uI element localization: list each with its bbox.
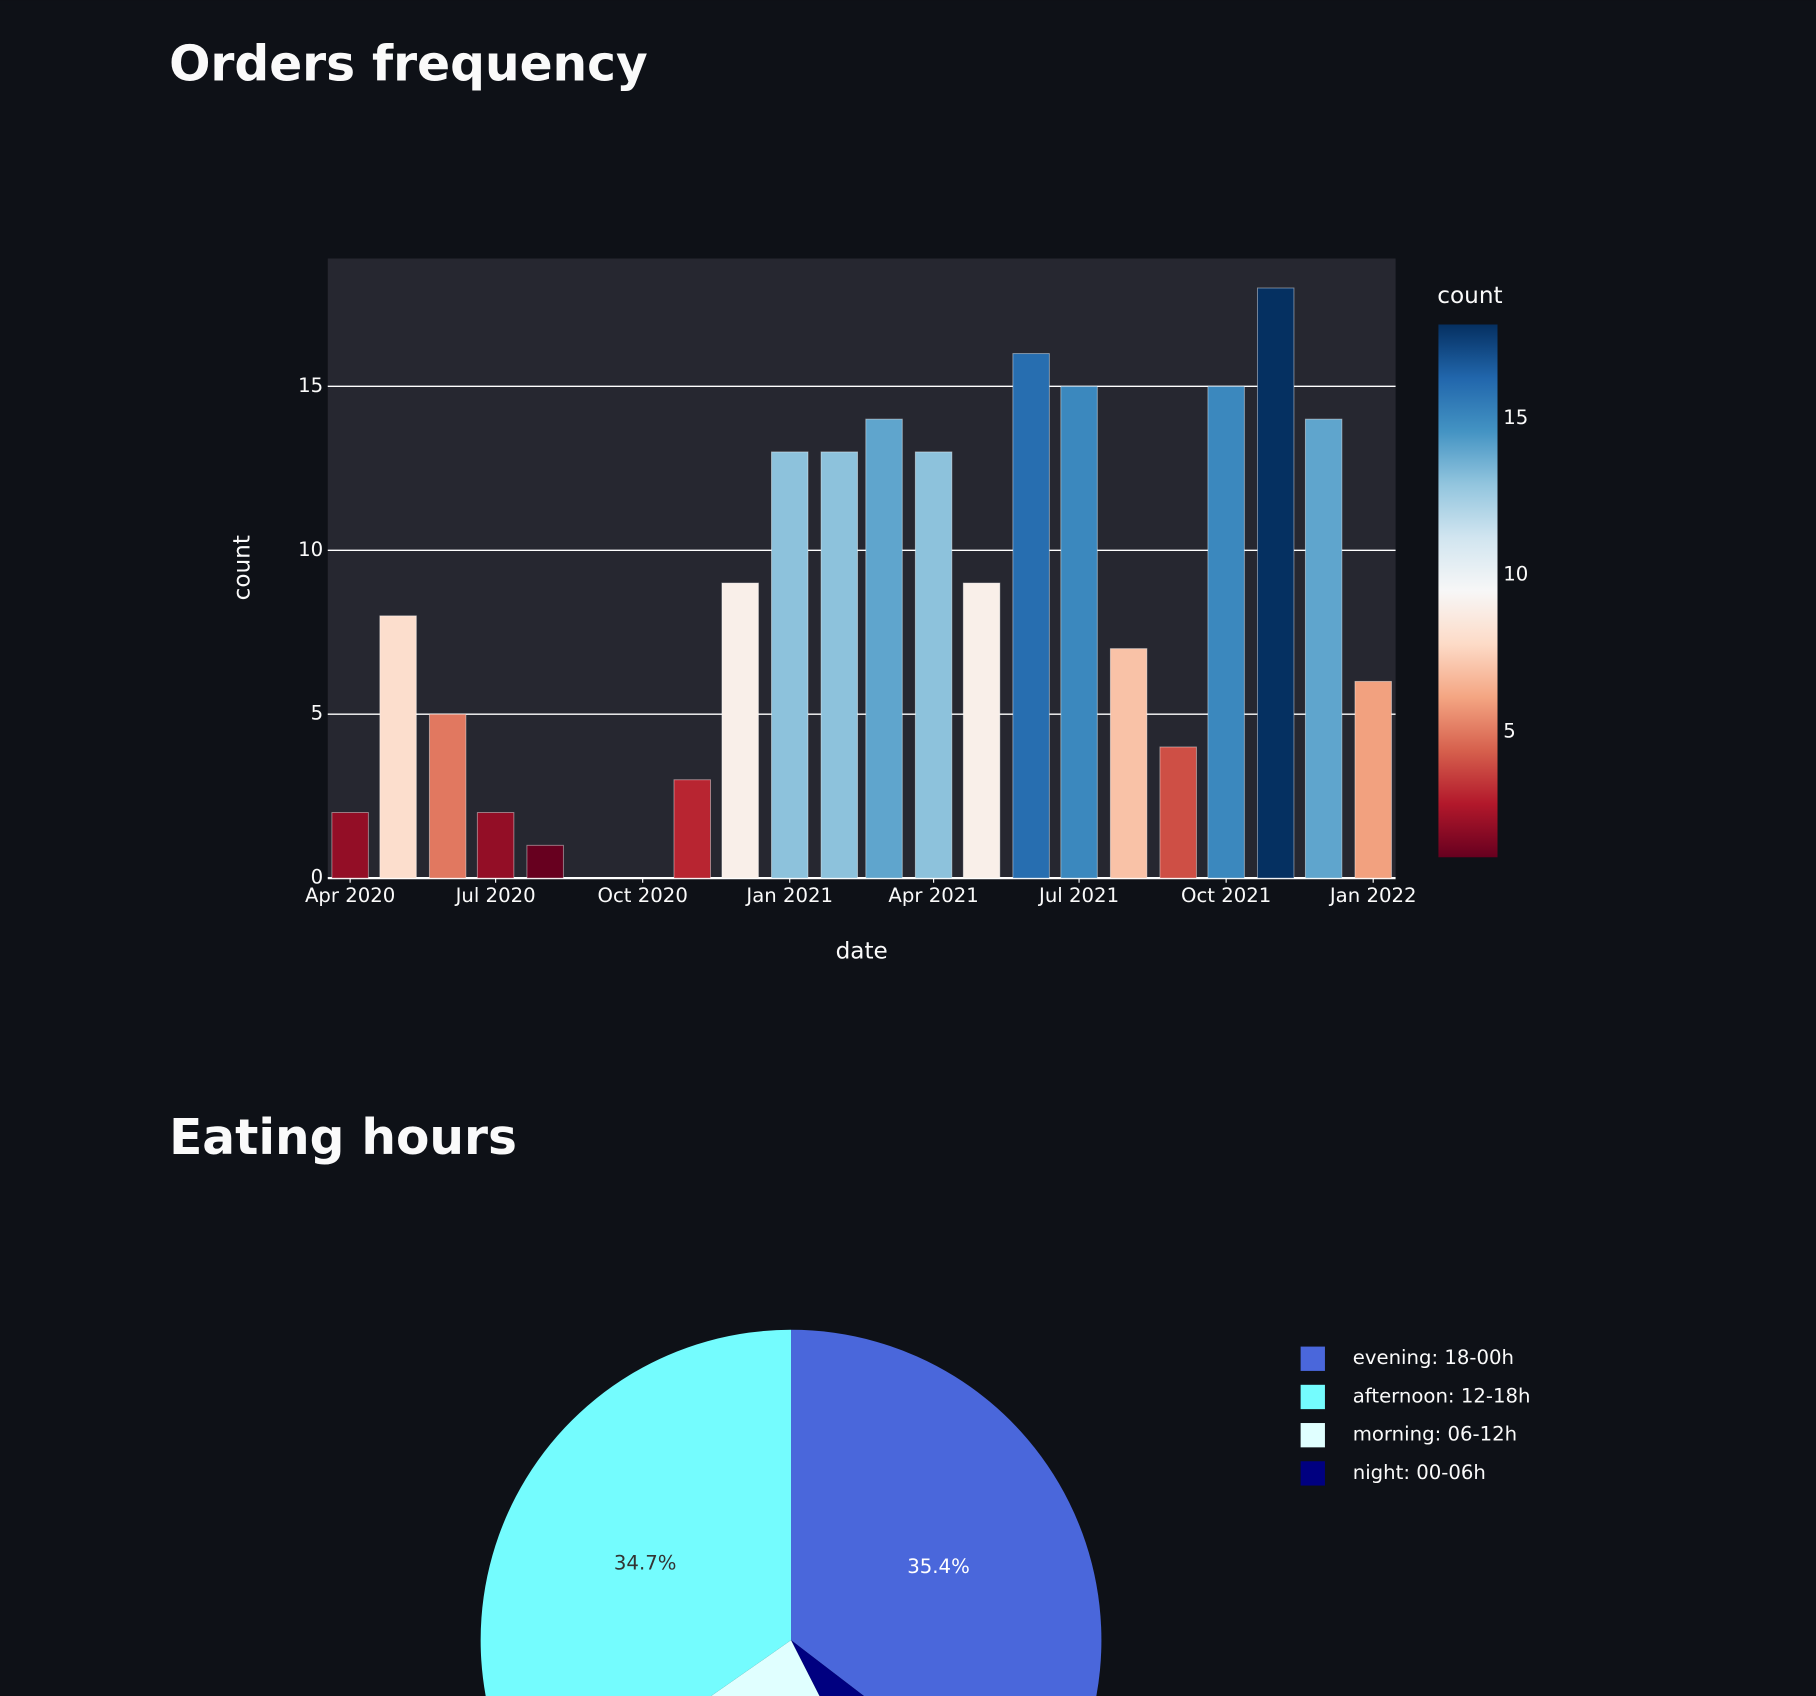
pie-slice — [791, 1329, 1102, 1696]
legend-swatch — [1300, 1346, 1325, 1371]
legend-swatch — [1300, 1384, 1325, 1410]
y-axis-title: count — [230, 535, 256, 600]
legend-label: evening: 18-00h — [1353, 1346, 1514, 1369]
x-tick-label: Apr 2020 — [305, 884, 395, 907]
bar — [379, 615, 417, 879]
colorbar-tick-label: 15 — [1503, 406, 1528, 429]
bar — [1109, 648, 1148, 879]
bar — [1159, 746, 1197, 879]
x-tick-label: Jul 2021 — [1037, 884, 1119, 907]
colorbar — [1438, 324, 1498, 858]
y-tick-label: 15 — [298, 374, 323, 397]
bar — [526, 844, 564, 879]
legend-label: afternoon: 12-18h — [1353, 1384, 1531, 1407]
y-tick-label: 5 — [311, 702, 324, 725]
bar — [771, 451, 809, 879]
x-tick-label: Oct 2020 — [598, 884, 688, 907]
colorbar-tick-label: 5 — [1503, 719, 1516, 742]
legend-label: morning: 06-12h — [1353, 1423, 1517, 1446]
slice-label: 34.7% — [614, 1552, 677, 1575]
bar — [1304, 418, 1343, 879]
bar — [962, 582, 1001, 879]
x-axis-title: date — [836, 939, 888, 965]
legend-swatch — [1300, 1461, 1325, 1486]
x-tick-label: Apr 2021 — [888, 884, 978, 907]
y-tick-label: 0 — [311, 866, 324, 889]
bar — [820, 451, 859, 879]
bar — [1354, 680, 1392, 879]
bar — [476, 812, 515, 879]
bar — [1012, 353, 1050, 879]
section-title: Eating hours — [169, 1110, 517, 1166]
slice-label: 35.4% — [907, 1555, 970, 1578]
x-tick-label: Oct 2021 — [1181, 884, 1271, 907]
bar — [1256, 287, 1295, 879]
bar — [721, 582, 759, 879]
pie-slice — [711, 1640, 820, 1696]
y-tick-label: 10 — [298, 538, 323, 561]
pie-slice — [791, 1640, 864, 1696]
bar — [673, 779, 711, 879]
pie-slice — [480, 1329, 792, 1696]
bar — [331, 812, 369, 879]
bar — [865, 418, 903, 879]
x-tick-label: Jan 2022 — [1328, 884, 1417, 907]
bar — [1207, 385, 1245, 879]
colorbar-tick-label: 10 — [1503, 563, 1528, 586]
bar — [428, 713, 467, 879]
legend-label: night: 00-06h — [1353, 1461, 1486, 1484]
bar — [1060, 385, 1098, 879]
x-tick-label: Jan 2021 — [744, 884, 833, 907]
section-title: Orders frequency — [169, 36, 648, 92]
legend-swatch — [1300, 1423, 1325, 1448]
x-tick-label: Jul 2020 — [454, 884, 536, 907]
bar — [914, 451, 953, 879]
colorbar-title: count — [1437, 283, 1502, 309]
